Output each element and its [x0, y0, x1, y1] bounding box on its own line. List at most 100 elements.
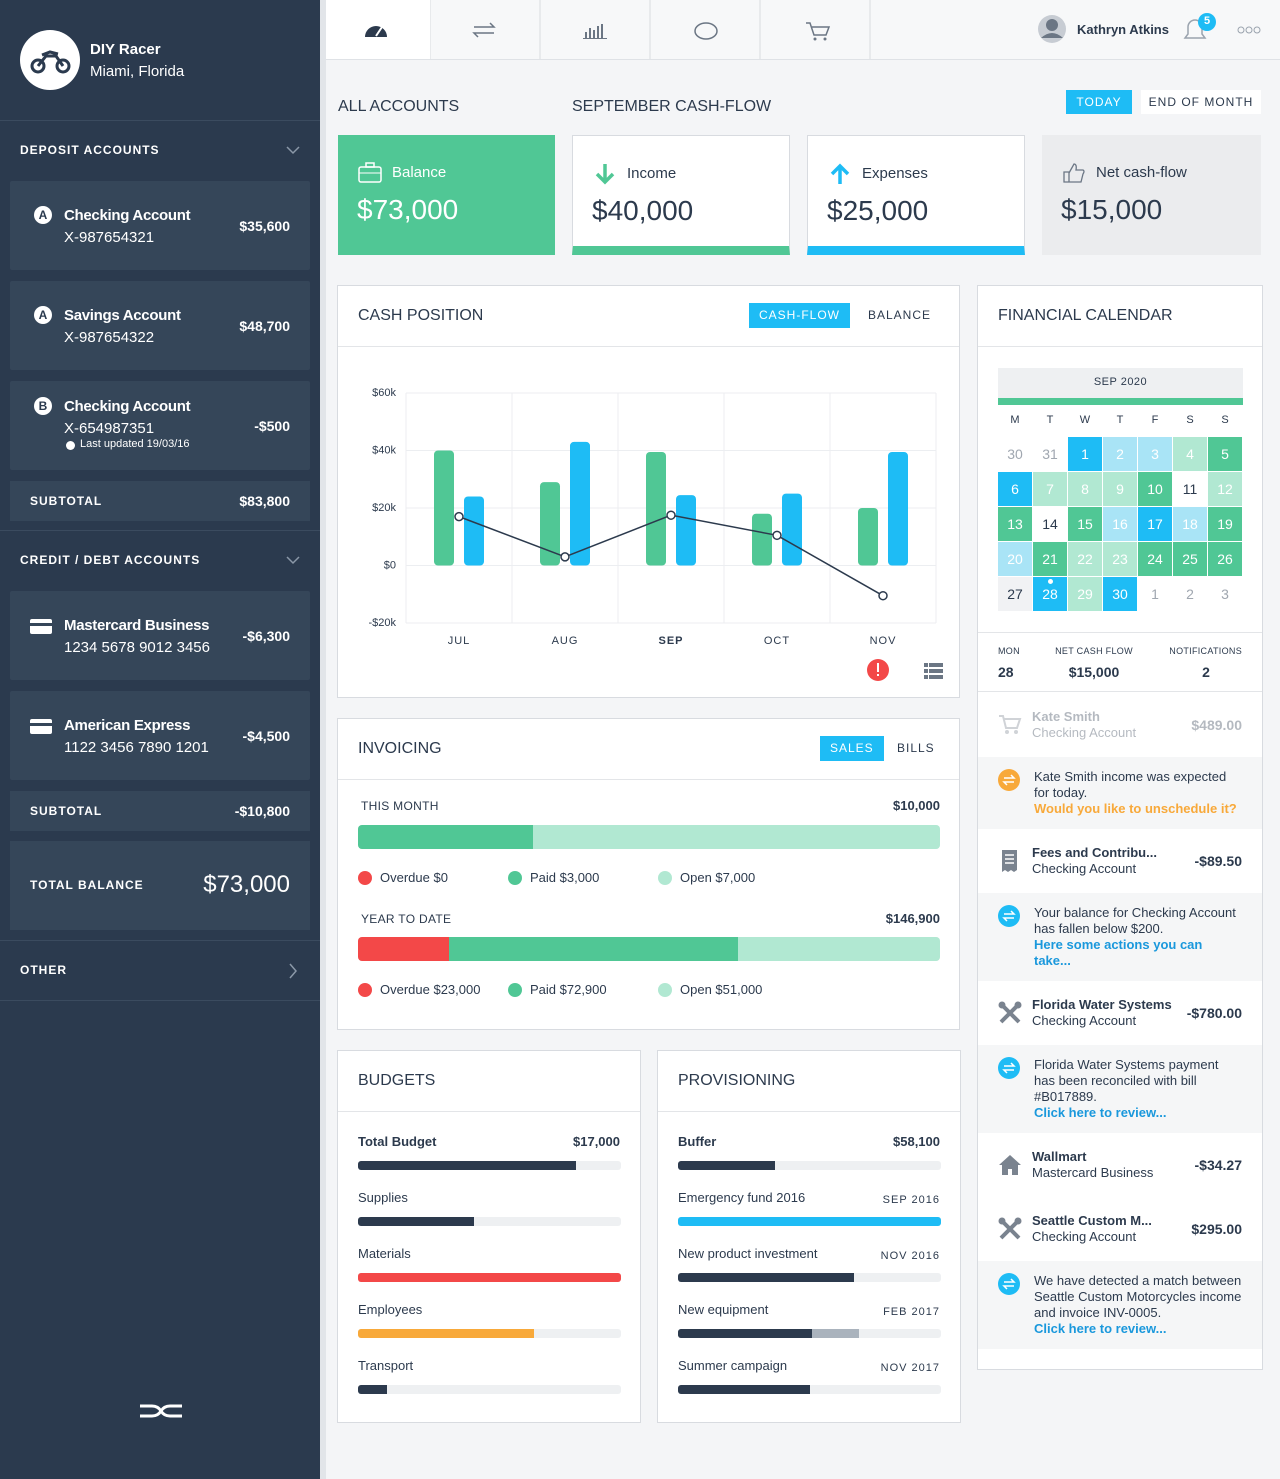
calendar-day[interactable]: 23 — [1103, 542, 1137, 576]
calendar-day[interactable]: 2 — [1103, 437, 1137, 471]
progress-track — [678, 1273, 941, 1282]
stat-value: 2 — [1202, 663, 1210, 680]
calendar-day[interactable]: 11 — [1182, 481, 1198, 497]
tab[interactable]: BILLS — [897, 741, 935, 755]
calendar-day[interactable]: 2 — [1186, 586, 1194, 602]
progress-fill — [358, 1161, 577, 1170]
item-date: NOV 2017 — [880, 1362, 940, 1375]
cash-position-panel: CASH POSITION CASH-FLOW BALANCE -$20k $0 $20k… — [337, 285, 960, 698]
account-card[interactable]: A Savings Account X-987654322 $48,700 — [10, 281, 310, 370]
progress-track — [358, 825, 940, 849]
chevron[interactable] — [286, 144, 300, 156]
calendar-day[interactable]: 3 — [1221, 586, 1229, 602]
calendar-day[interactable]: 17 — [1138, 507, 1172, 541]
panel-title: BUDGETS — [358, 1072, 436, 1090]
section-title: SEPTEMBER CASH-FLOW — [572, 98, 772, 116]
calendar-day[interactable]: 4 — [1173, 437, 1207, 471]
transaction-name: Wallmart — [1032, 1149, 1087, 1164]
icon-part — [1041, 33, 1063, 38]
feed: Kate Smith Checking Account $489.00 Kate Sm… — [978, 693, 1262, 1349]
toggle-button[interactable]: END OF MONTH — [1141, 90, 1261, 114]
calendar-day[interactable]: 6 — [998, 472, 1032, 506]
subtotal-label: SUBTOTAL — [30, 493, 103, 508]
calendar-day[interactable]: 30 — [1007, 446, 1023, 462]
transaction-amount: -$34.27 — [1194, 1157, 1242, 1173]
account-card[interactable]: Mastercard Business 1234 5678 9012 3456 -$… — [10, 591, 310, 680]
calendar-day[interactable]: 15 — [1068, 507, 1102, 541]
calendar-day[interactable]: 14 — [1042, 516, 1058, 532]
x-tick-label: OCT — [764, 635, 790, 647]
toggle-button[interactable]: TODAY — [1066, 90, 1132, 114]
calendar-day[interactable]: 9 — [1103, 472, 1137, 506]
icon-part — [823, 37, 827, 41]
transaction-account: Checking Account — [1032, 1229, 1137, 1244]
calendar-day[interactable]: 19 — [1208, 507, 1242, 541]
calendar-day[interactable]: 12 — [1208, 472, 1242, 506]
calendar-day[interactable]: 10 — [1138, 472, 1172, 506]
transaction[interactable]: Fees and Contribu... Checking Account -$89… — [978, 829, 1262, 893]
y-tick-label: $0 — [384, 559, 396, 571]
icon-part — [601, 24, 603, 38]
panel-header — [338, 1051, 640, 1112]
icon-part — [36, 50, 65, 67]
calendar-day[interactable]: 31 — [1042, 446, 1058, 462]
transaction[interactable]: Kate Smith Checking Account $489.00 — [978, 693, 1262, 757]
calendar-day[interactable]: 20 — [998, 542, 1032, 576]
icon-part — [999, 1218, 1021, 1240]
account-number: X-987654321 — [64, 229, 155, 246]
stat-value: $15,000 — [1068, 663, 1120, 680]
calendar-day[interactable]: 5 — [1208, 437, 1242, 471]
calendar-day[interactable]: 1 — [1151, 586, 1159, 602]
calendar-day[interactable]: 28 — [1033, 577, 1067, 611]
calendar-day[interactable]: 22 — [1068, 542, 1102, 576]
calendar-day[interactable]: 25 — [1173, 542, 1207, 576]
weekday: T — [1116, 414, 1124, 427]
list-icon-part — [929, 669, 943, 673]
calendar-day[interactable]: 8 — [1068, 472, 1102, 506]
item-label: Employees — [358, 1302, 423, 1318]
legend-dot — [358, 871, 372, 885]
calendar-day[interactable]: 26 — [1208, 542, 1242, 576]
calendar-day[interactable]: 3 — [1138, 437, 1172, 471]
calendar-day[interactable]: 24 — [1138, 542, 1172, 576]
list-icon-part — [924, 675, 928, 679]
alert-link[interactable]: Click here to review... — [1034, 1321, 1167, 1336]
alert-link[interactable]: Here some actions you can take... — [1034, 937, 1203, 968]
transaction-amount: -$89.50 — [1194, 853, 1242, 869]
tab[interactable]: SALES — [820, 736, 884, 761]
alert-text: We have detected a match between Seattle… — [1034, 1273, 1242, 1320]
account-card[interactable]: A Checking Account X-987654321 $35,600 — [10, 181, 310, 270]
chevron[interactable] — [286, 554, 300, 566]
alert-link[interactable]: Click here to review... — [1034, 1105, 1167, 1120]
icon-part — [1063, 163, 1085, 183]
summary-card: Income $40,000 — [572, 135, 790, 255]
tab[interactable]: BALANCE — [868, 308, 932, 322]
y-tick-label: $40k — [372, 444, 396, 456]
account-card[interactable]: American Express 1122 3456 7890 1201 -$4,5… — [10, 691, 310, 780]
card-value: $73,000 — [357, 194, 459, 226]
chevron[interactable] — [287, 963, 299, 979]
calendar-day[interactable]: 27 — [998, 577, 1032, 611]
calendar-day[interactable]: 16 — [1103, 507, 1137, 541]
calendar-day[interactable]: 21 — [1033, 542, 1067, 576]
icon-part — [585, 32, 587, 38]
calendar-day[interactable]: 18 — [1173, 507, 1207, 541]
calendar-day[interactable]: 29 — [1068, 577, 1102, 611]
tab[interactable]: CASH-FLOW — [749, 303, 850, 328]
icon-part — [1198, 13, 1216, 31]
calendar-day[interactable]: 7 — [1033, 472, 1067, 506]
calendar-day[interactable]: 30 — [1103, 577, 1137, 611]
transaction[interactable]: Florida Water Systems Checking Account -$7… — [978, 981, 1262, 1045]
account-card[interactable]: B Checking Account X-654987351 Last updated… — [10, 381, 310, 470]
alert-link[interactable]: Would you like to unschedule it? — [1034, 801, 1237, 816]
calendar-day[interactable]: 13 — [998, 507, 1032, 541]
x-tick-label: JUL — [448, 635, 471, 647]
transaction[interactable]: Wallmart Mastercard Business -$34.27 — [978, 1133, 1262, 1197]
provisioning-panel: PROVISIONING Buffer $58,100 Emergency fund … — [657, 1050, 961, 1423]
transaction[interactable]: Seattle Custom M... Checking Account $295.… — [978, 1197, 1262, 1261]
weekday: S — [1221, 414, 1229, 427]
icon-part — [806, 22, 831, 36]
progress-fill — [358, 1385, 387, 1394]
weekday: M — [1010, 414, 1020, 427]
calendar-day[interactable]: 1 — [1068, 437, 1102, 471]
